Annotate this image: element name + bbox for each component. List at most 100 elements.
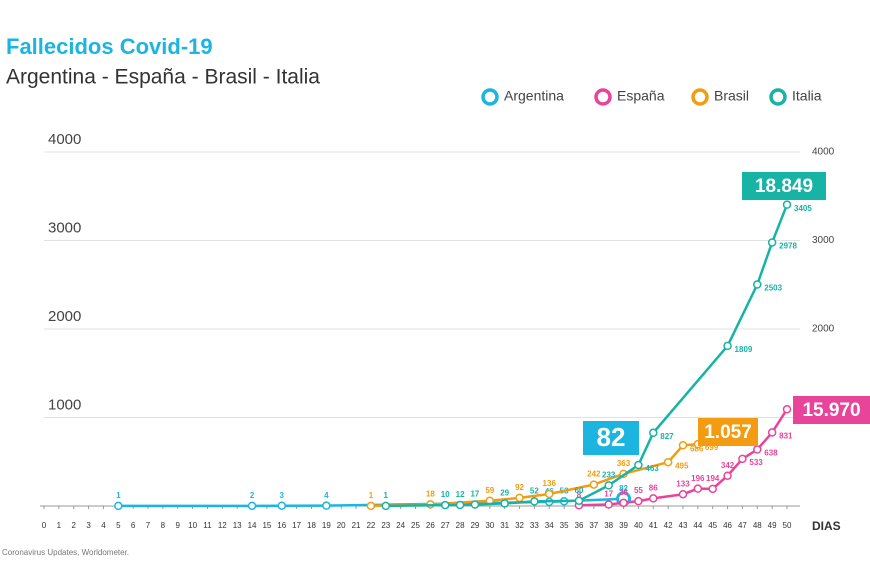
data-point xyxy=(663,457,673,467)
data-label: 36 xyxy=(619,488,628,497)
y2-tick-label: 2000 xyxy=(812,324,835,335)
data-point xyxy=(574,496,584,505)
data-point xyxy=(366,501,376,511)
x-tick-label: 36 xyxy=(575,521,584,530)
data-label: 3405 xyxy=(794,204,812,213)
data-label: 2503 xyxy=(764,284,782,293)
data-point xyxy=(767,238,777,247)
data-point xyxy=(470,500,480,509)
data-label: 4 xyxy=(324,491,329,500)
y2-tick-label: 4000 xyxy=(812,147,835,158)
data-point xyxy=(649,494,658,503)
legend-label: Brasil xyxy=(714,88,749,104)
data-label: 55 xyxy=(634,486,643,495)
data-label: 10 xyxy=(441,490,450,499)
x-tick-label: 24 xyxy=(396,521,405,530)
x-tick-label: 12 xyxy=(218,521,227,530)
x-tick-label: 25 xyxy=(411,521,420,530)
x-tick-label: 47 xyxy=(738,521,747,530)
x-tick-label: 50 xyxy=(783,521,792,530)
source: Coronavirus Updates, Worldometer. xyxy=(2,548,129,557)
x-tick-label: 26 xyxy=(426,521,435,530)
x-tick-label: 33 xyxy=(530,521,539,530)
callout-box xyxy=(698,418,758,446)
x-tick-label: 43 xyxy=(679,521,688,530)
chart-subtitle: Argentina - España - Brasil - Italia xyxy=(6,66,320,89)
data-point xyxy=(455,500,465,510)
x-tick-label: 29 xyxy=(470,521,479,530)
data-point xyxy=(114,501,123,511)
data-point xyxy=(381,501,391,511)
data-label: 86 xyxy=(649,483,658,492)
x-tick-label: 5 xyxy=(116,521,121,530)
x-tick-label: 41 xyxy=(649,521,658,530)
x-tick-label: 11 xyxy=(203,521,212,530)
x-tick-label: 7 xyxy=(146,521,151,530)
x-tick-label: 20 xyxy=(337,521,346,530)
x-tick-label: 34 xyxy=(545,521,554,530)
x-tick-label: 40 xyxy=(634,521,643,530)
data-label: 1809 xyxy=(735,345,753,354)
y2-tick-label: 3000 xyxy=(812,235,835,246)
data-label: 133 xyxy=(676,479,690,488)
x-tick-label: 16 xyxy=(277,521,286,530)
callout-text: 82 xyxy=(597,422,626,452)
data-label: 8 xyxy=(577,490,582,499)
data-point xyxy=(247,501,257,511)
data-point xyxy=(649,428,658,438)
x-tick-label: 28 xyxy=(456,521,465,530)
data-point xyxy=(738,454,747,464)
data-label: 194 xyxy=(706,474,720,483)
data-point xyxy=(277,501,287,510)
x-tick-label: 9 xyxy=(176,521,181,530)
data-label: 29 xyxy=(500,489,509,498)
data-label: 92 xyxy=(515,483,524,492)
data-label: 17 xyxy=(604,490,613,499)
data-point xyxy=(604,500,613,509)
data-label: 533 xyxy=(749,458,763,467)
x-tick-label: 30 xyxy=(485,521,494,530)
data-label: 363 xyxy=(617,459,631,468)
data-label: 242 xyxy=(587,470,601,479)
x-tick-label: 4 xyxy=(101,521,106,530)
x-tick-label: 14 xyxy=(248,521,257,530)
x-tick-label: 38 xyxy=(604,521,613,530)
x-tick-label: 45 xyxy=(708,521,717,530)
x-tick-label: 44 xyxy=(693,521,702,530)
data-label: 827 xyxy=(660,432,674,441)
legend-marker xyxy=(481,88,499,106)
x-tick-label: 10 xyxy=(188,521,197,530)
y-tick-label: 2000 xyxy=(48,308,81,325)
data-point xyxy=(515,493,524,503)
data-point xyxy=(723,471,732,480)
data-point xyxy=(767,428,777,437)
data-point xyxy=(500,499,509,508)
x-tick-label: 31 xyxy=(500,521,509,530)
callout-text: 18.849 xyxy=(755,176,813,197)
data-point xyxy=(693,484,703,493)
data-point xyxy=(604,481,613,490)
x-tick-label: 13 xyxy=(233,521,242,530)
series-line xyxy=(370,442,698,508)
callout-text: 15.970 xyxy=(802,400,860,421)
data-label: 1 xyxy=(116,491,121,500)
x-tick-label: 15 xyxy=(262,521,271,530)
x-tick-label: 21 xyxy=(352,521,361,530)
data-point xyxy=(530,497,539,506)
x-tick-label: 8 xyxy=(161,521,166,530)
x-tick-label: 49 xyxy=(768,521,777,530)
data-label: 82 xyxy=(619,484,628,493)
legend-marker xyxy=(769,88,787,106)
legend-marker xyxy=(691,88,709,106)
data-label: 2 xyxy=(250,491,255,500)
data-point xyxy=(753,445,762,454)
data-point xyxy=(678,441,688,450)
data-point xyxy=(753,280,762,289)
legend-label: Argentina xyxy=(504,88,564,104)
y-tick-label: 1000 xyxy=(48,396,81,413)
data-label: 17 xyxy=(470,490,479,499)
data-point xyxy=(322,501,331,510)
data-label: 52 xyxy=(530,487,539,496)
data-point xyxy=(544,489,554,499)
